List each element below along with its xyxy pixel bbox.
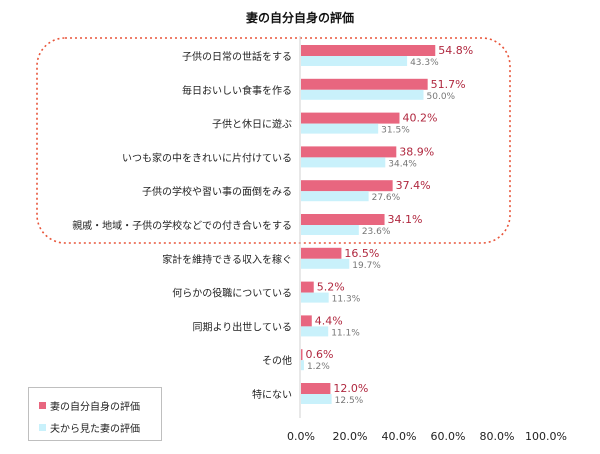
bar-husband [301,89,424,100]
bar-self [301,349,303,361]
value-label-husband: 11.3% [332,295,361,305]
x-axis-ticks: 0.0% 20.0% 40.0% 60.0% 80.0% 100.0% [287,430,567,443]
value-label-husband: 43.3% [410,58,439,68]
value-label-self: 38.9% [399,145,434,158]
value-label-husband: 12.5% [335,396,364,406]
bar-husband [301,292,329,303]
category-label: 家計を維持できる収入を稼ぐ [162,253,292,266]
value-labels: 54.8%43.3% 51.7%50.0% 40.2%31.5% 38.9%34.4%… [305,44,473,406]
bar-husband [301,258,350,269]
x-tick-label: 40.0% [382,430,417,443]
value-label-self: 12.0% [333,382,368,395]
bar-husband [301,157,386,168]
legend: 妻の自分自身の評価 夫から見た妻の評価 [28,387,162,441]
value-label-self: 34.1% [388,213,423,226]
bar-self [301,315,312,327]
value-label-husband: 1.2% [307,362,330,372]
value-label-husband: 27.6% [372,193,401,203]
category-label: その他 [262,354,292,367]
bar-self [301,78,428,90]
value-label-self: 0.6% [305,348,333,361]
highlight-frame [36,37,511,244]
category-label: 子供と休日に遊ぶ [212,118,292,131]
bar-self [301,214,385,225]
category-label: いつも家の中をきれいに片付けている [122,151,292,164]
category-label: 何らかの役職についている [172,287,292,300]
value-label-husband: 11.1% [331,328,360,338]
category-label: 子供の学校や習い事の面倒をみる [142,185,292,198]
bar-husband [301,360,304,371]
value-label-husband: 19.7% [352,261,381,271]
value-label-self: 54.8% [438,44,473,57]
bar-self [301,383,331,394]
legend-item-self: 妻の自分自身の評価 [39,398,140,413]
value-label-husband: 31.5% [381,126,410,136]
bar-self [301,180,393,192]
bars-layer [301,45,436,404]
bar-husband [301,56,408,66]
bar-self [301,281,314,293]
value-label-husband: 34.4% [388,159,417,169]
chart-title: 妻の自分自身の評価 [246,10,354,25]
value-label-husband: 50.0% [427,92,456,102]
x-tick-label: 20.0% [333,430,368,443]
value-label-self: 40.2% [402,112,437,125]
legend-label-self: 妻の自分自身の評価 [50,402,140,413]
value-label-self: 5.2% [317,281,345,294]
legend-swatch-husband [39,424,46,431]
bar-self [301,146,397,158]
bar-self [301,45,436,56]
bar-husband [301,225,359,235]
bar-self [301,112,400,124]
bar-husband [301,326,329,337]
category-label: 同期より出世している [193,320,293,333]
category-label: 特にない [252,389,292,401]
value-label-self: 51.7% [431,78,466,91]
x-tick-label: 80.0% [480,430,515,443]
value-label-self: 16.5% [344,247,379,260]
legend-label-husband: 夫から見た妻の評価 [50,424,140,435]
value-label-husband: 23.6% [362,227,391,237]
bar-self [301,247,342,259]
value-label-self: 4.4% [315,314,343,327]
x-tick-label: 60.0% [431,430,466,443]
bar-husband [301,394,332,404]
x-tick-label: 0.0% [287,430,315,443]
legend-item-husband: 夫から見た妻の評価 [39,420,140,435]
category-label: 毎日おいしい食事を作る [182,84,292,97]
x-tick-label: 100.0% [525,430,567,443]
category-label: 子供の日常の世話をする [182,50,292,63]
legend-swatch-self [39,402,46,409]
category-labels: 子供の日常の世話をする毎日おいしい食事を作る子供と休日に遊ぶいつも家の中をきれい… [72,50,292,401]
value-label-self: 37.4% [396,179,431,192]
bar-husband [301,123,379,134]
bar-husband [301,191,369,202]
category-label: 親戚・地域・子供の学校などでの付き合いをする [72,219,292,232]
